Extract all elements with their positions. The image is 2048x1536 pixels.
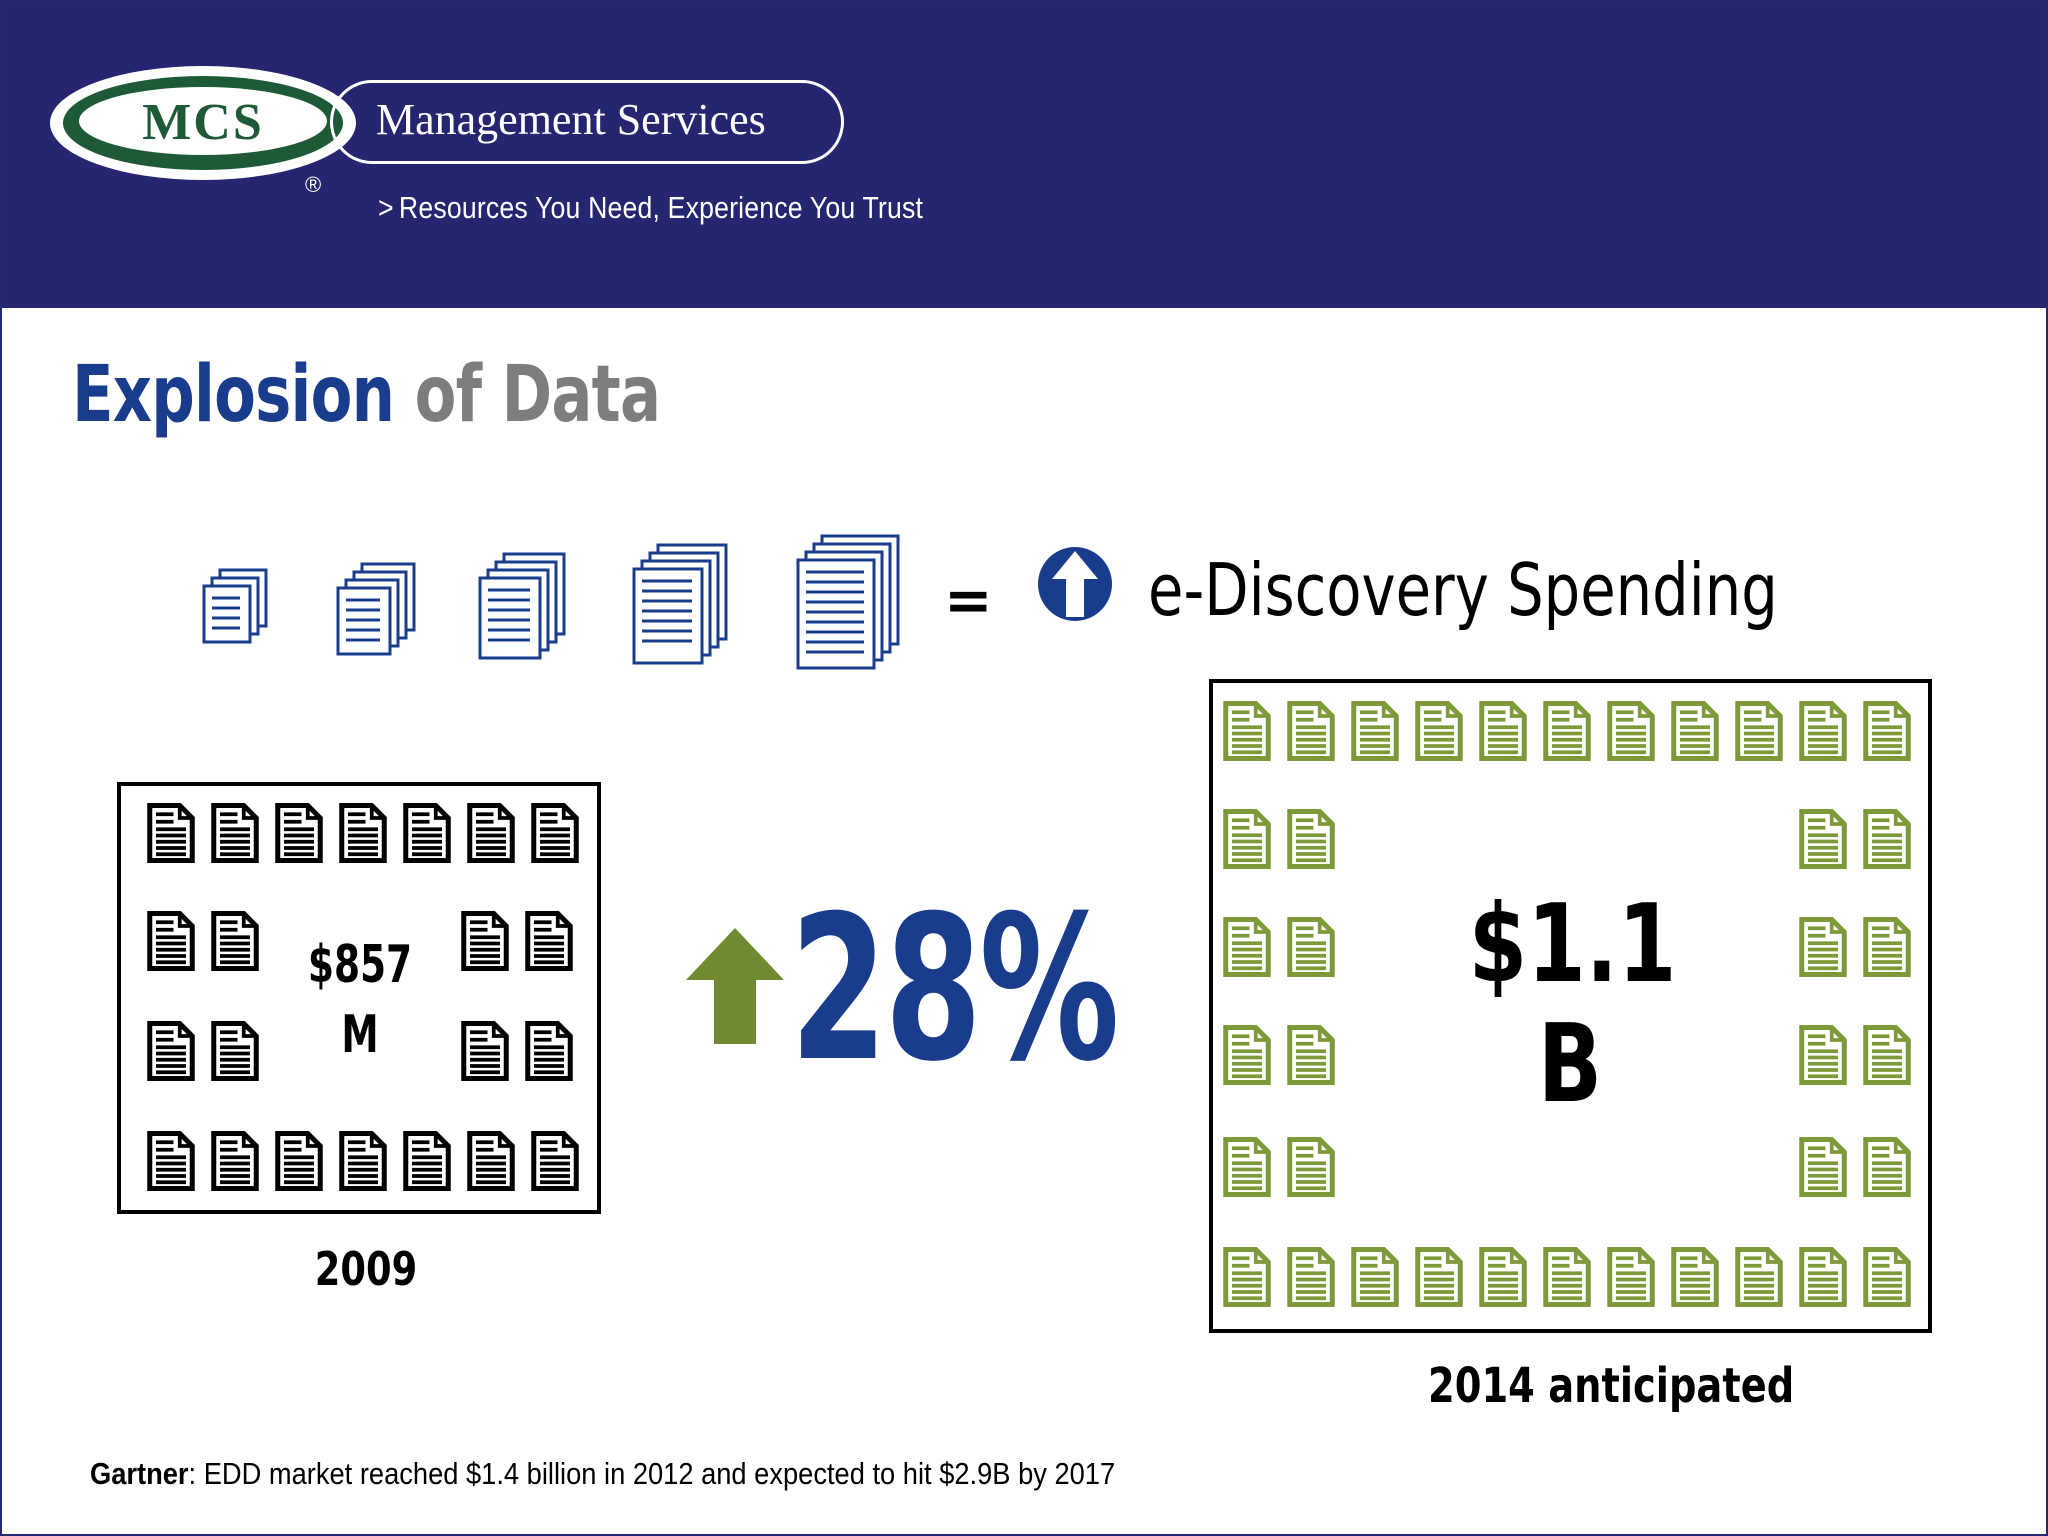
document-icon bbox=[1287, 1247, 1335, 1307]
document-icon bbox=[1799, 917, 1847, 977]
document-icon bbox=[1223, 917, 1271, 977]
document-icon bbox=[211, 1131, 259, 1191]
amount-2014-unit: B bbox=[1537, 1002, 1603, 1127]
amount-2009-value: $857 bbox=[307, 935, 413, 995]
document-icon bbox=[1543, 1247, 1591, 1307]
document-icon bbox=[1479, 701, 1527, 761]
document-icon bbox=[1799, 1137, 1847, 1197]
document-icon bbox=[1863, 1025, 1911, 1085]
document-icon bbox=[531, 803, 579, 863]
document-icon bbox=[1863, 917, 1911, 977]
document-icon bbox=[1479, 1247, 1527, 1307]
document-icon bbox=[275, 1131, 323, 1191]
document-icon bbox=[211, 911, 259, 971]
document-icon bbox=[147, 803, 195, 863]
document-icon bbox=[403, 1131, 451, 1191]
company-name: Management Services bbox=[376, 95, 766, 144]
document-icon bbox=[1223, 809, 1271, 869]
document-icon bbox=[1223, 1025, 1271, 1085]
document-icon bbox=[467, 803, 515, 863]
document-icon bbox=[1799, 701, 1847, 761]
document-stack-icon bbox=[632, 543, 728, 665]
footnote-source: Gartner bbox=[90, 1456, 189, 1491]
growth-percentage: 28% bbox=[790, 873, 1120, 1106]
document-icon bbox=[147, 911, 195, 971]
document-icon bbox=[1735, 701, 1783, 761]
document-stack-icon bbox=[478, 552, 566, 660]
document-icon bbox=[467, 1131, 515, 1191]
registered-mark: ® bbox=[305, 172, 322, 197]
document-icon bbox=[1415, 1247, 1463, 1307]
document-icon bbox=[1863, 1137, 1911, 1197]
footnote-text: : EDD market reached $1.4 billion in 201… bbox=[188, 1456, 1116, 1491]
document-icon bbox=[1287, 809, 1335, 869]
amount-2014-value: $1.1 bbox=[1468, 882, 1677, 1007]
tagline-text: Resources You Need, Experience You Trust bbox=[398, 190, 924, 225]
document-icon bbox=[1287, 1025, 1335, 1085]
footnote: Gartner: EDD market reached $1.4 billion… bbox=[90, 1456, 1115, 1492]
document-icon bbox=[1223, 1247, 1271, 1307]
document-icon bbox=[1223, 701, 1271, 761]
document-icon bbox=[531, 1131, 579, 1191]
document-icon bbox=[1287, 1137, 1335, 1197]
document-icon bbox=[1415, 701, 1463, 761]
document-icon bbox=[1799, 1025, 1847, 1085]
document-stack-icon bbox=[336, 562, 416, 656]
equals-sign: = bbox=[944, 566, 993, 634]
document-icon bbox=[461, 1021, 509, 1081]
page-title: Explosion of Data bbox=[72, 350, 661, 440]
document-icon bbox=[147, 1021, 195, 1081]
document-icon bbox=[1671, 701, 1719, 761]
document-stack-icon bbox=[202, 568, 268, 644]
document-icon bbox=[461, 911, 509, 971]
document-icon bbox=[403, 803, 451, 863]
document-icon bbox=[1863, 701, 1911, 761]
growth-arrow-icon bbox=[686, 928, 784, 1044]
document-icon bbox=[275, 803, 323, 863]
logo-text: MCS bbox=[142, 94, 264, 151]
document-icon bbox=[1735, 1247, 1783, 1307]
document-icon bbox=[525, 1021, 573, 1081]
title-part1: Explosion bbox=[72, 350, 395, 440]
document-icon bbox=[1287, 701, 1335, 761]
amount-2014: $1.1 B bbox=[1468, 882, 1677, 1127]
document-icon bbox=[1223, 1137, 1271, 1197]
spending-label: e-Discovery Spending bbox=[1148, 548, 1778, 632]
document-icon bbox=[1607, 1247, 1655, 1307]
up-arrow-circle-icon bbox=[1038, 547, 1112, 621]
document-icon bbox=[525, 911, 573, 971]
document-icon bbox=[1607, 701, 1655, 761]
chevron-right-icon: > bbox=[378, 190, 394, 225]
amount-2009-unit: M bbox=[341, 1005, 379, 1065]
document-icon bbox=[1863, 809, 1911, 869]
document-icon bbox=[211, 803, 259, 863]
mcs-logo-icon: MCS bbox=[50, 66, 356, 180]
amount-2009: $857 M bbox=[302, 930, 417, 1070]
document-icon bbox=[147, 1131, 195, 1191]
logo-pill-outline bbox=[330, 80, 844, 164]
document-icon bbox=[1287, 917, 1335, 977]
tagline: > Resources You Need, Experience You Trus… bbox=[378, 190, 923, 226]
title-part2: of Data bbox=[414, 350, 661, 440]
spending-2014-box bbox=[1209, 679, 1932, 1333]
document-icon bbox=[211, 1021, 259, 1081]
document-icon bbox=[1799, 809, 1847, 869]
document-icon bbox=[1671, 1247, 1719, 1307]
document-icon bbox=[1351, 1247, 1399, 1307]
year-2009-label: 2009 bbox=[314, 1242, 418, 1296]
document-icon bbox=[1799, 1247, 1847, 1307]
year-2014-label: 2014 anticipated bbox=[1428, 1358, 1795, 1414]
document-icon bbox=[1543, 701, 1591, 761]
document-icon bbox=[1863, 1247, 1911, 1307]
document-icon bbox=[339, 1131, 387, 1191]
document-icon bbox=[339, 803, 387, 863]
document-icon bbox=[1351, 701, 1399, 761]
header-banner: MCS Management Services ® > Resources You… bbox=[0, 0, 2048, 308]
document-stack-icon bbox=[796, 534, 900, 670]
